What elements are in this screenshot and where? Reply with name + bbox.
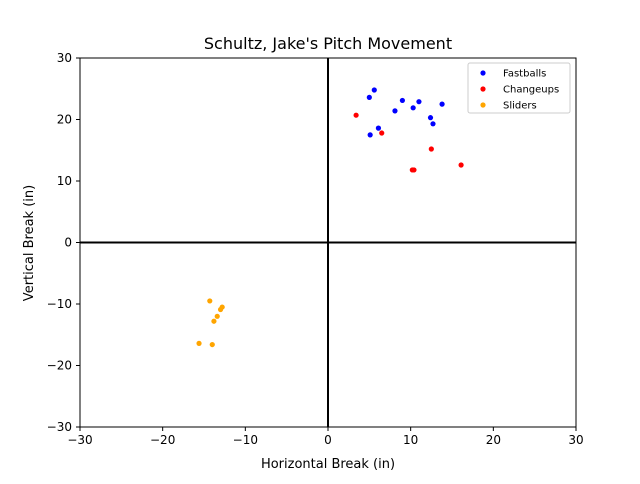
series-sliders	[196, 298, 225, 348]
data-point	[353, 112, 359, 118]
y-tick-label: 0	[64, 236, 72, 250]
data-point	[217, 306, 224, 313]
legend-label: Sliders	[503, 101, 537, 112]
legend-box	[467, 62, 571, 114]
data-point	[379, 130, 385, 136]
y-tick-label: 10	[57, 174, 72, 188]
legend-marker	[480, 86, 486, 92]
data-point	[399, 97, 405, 104]
data-point	[196, 340, 202, 346]
data-point	[214, 313, 220, 319]
x-axis-label: Horizontal Break (in)	[261, 457, 395, 472]
axes: −30 −20 −10 0 10 20 30 −30 −20 −10 0 10 20 30	[47, 51, 584, 447]
data-point	[416, 99, 422, 105]
data-point	[410, 105, 416, 111]
data-point	[367, 132, 373, 138]
y-axis-label: Vertical Break (in)	[22, 185, 37, 301]
data-point	[366, 94, 372, 100]
y-tick-label: −10	[47, 297, 72, 311]
legend-label: Changeups	[503, 85, 559, 96]
series-fastballs	[366, 87, 445, 138]
x-tick-label: −30	[67, 433, 92, 447]
data-point	[458, 162, 464, 168]
data-point	[430, 121, 436, 127]
y-tick-label: −30	[47, 420, 72, 434]
data-point	[207, 298, 213, 304]
data-points	[196, 87, 464, 348]
data-point	[209, 341, 215, 348]
x-tick-label: −20	[150, 433, 175, 447]
x-tick-label: 30	[568, 433, 583, 447]
chart-title: Schultz, Jake's Pitch Movement	[204, 34, 452, 53]
legend-marker	[480, 70, 486, 76]
data-point	[375, 125, 382, 131]
y-tick-label: 30	[57, 51, 72, 65]
legend-label: Fastballs	[503, 69, 546, 80]
x-tick-label: 0	[324, 433, 332, 447]
legend: Fastballs Changeups Sliders	[467, 62, 571, 114]
data-point	[371, 87, 377, 93]
y-tick-label: 20	[57, 113, 72, 127]
data-point	[427, 115, 434, 121]
series-changeups	[353, 112, 464, 173]
data-point	[439, 101, 445, 107]
data-point	[211, 318, 217, 324]
x-tick-label: 20	[486, 433, 501, 447]
data-point	[428, 146, 434, 152]
y-tick-label: −20	[47, 359, 72, 373]
x-tick-label: −10	[233, 433, 258, 447]
data-point	[392, 108, 398, 114]
data-point	[411, 167, 417, 173]
reference-lines	[80, 58, 576, 427]
legend-marker	[480, 102, 486, 108]
x-tick-label: 10	[403, 433, 418, 447]
